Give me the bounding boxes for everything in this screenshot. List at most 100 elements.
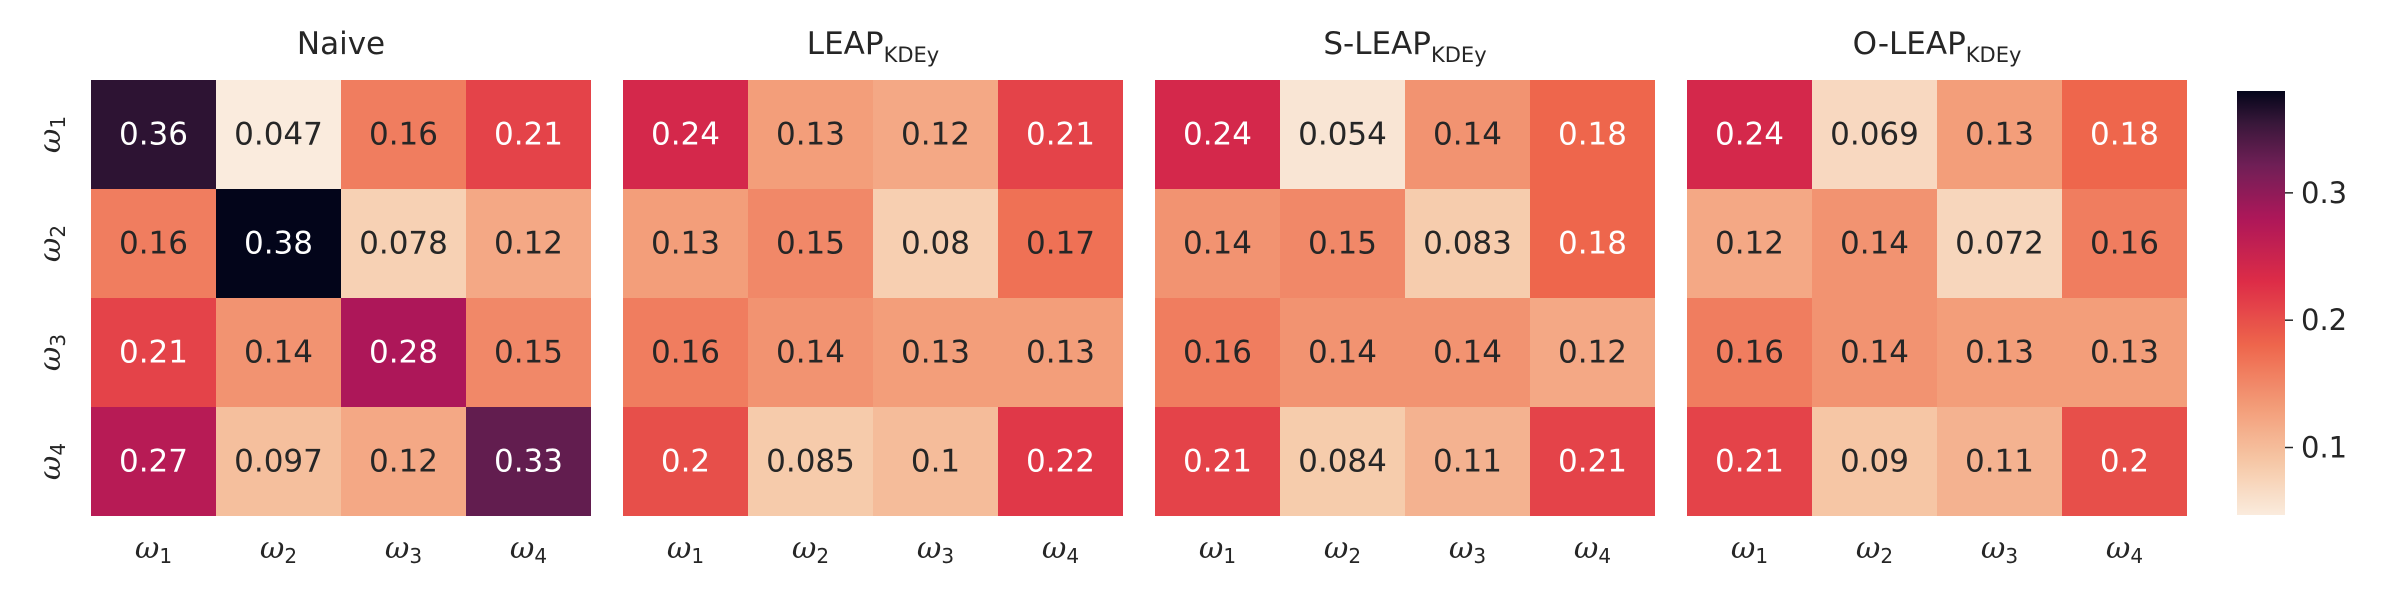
heatmap-cell — [1937, 189, 2062, 298]
heatmap-cell — [623, 298, 748, 407]
svg-text:ω3: ω3 — [385, 531, 422, 569]
heatmap-cell — [1530, 407, 1655, 516]
svg-text:ω4: ω4 — [2106, 531, 2143, 569]
cell-value-label: 0.14 — [1433, 335, 1502, 371]
y-tick-label: ω3 — [33, 334, 71, 371]
svg-text:ω3: ω3 — [1981, 531, 2018, 569]
svg-text:ω1: ω1 — [1199, 531, 1236, 569]
heatmap-cell — [748, 407, 873, 516]
cell-value-label: 0.24 — [1715, 117, 1784, 153]
heatmap-cell — [1155, 80, 1280, 189]
heatmap-cell — [1280, 80, 1405, 189]
svg-text:ω4: ω4 — [33, 443, 71, 480]
heatmap-panel-3: S-LEAPKDEy 0.24 0.054 0.14 0.18 0.14 0.15 0.083… — [1155, 26, 1655, 516]
svg-text:ω2: ω2 — [1856, 531, 1893, 569]
heatmap-cell — [873, 298, 998, 407]
colorbar-tick-label: 0.3 — [2301, 176, 2347, 210]
cell-value-label: 0.27 — [119, 444, 188, 480]
heatmap-cell — [873, 407, 998, 516]
heatmap-cell — [748, 298, 873, 407]
svg-text:ω1: ω1 — [1731, 531, 1768, 569]
svg-text:ω2: ω2 — [792, 531, 829, 569]
cell-value-label: 0.24 — [1183, 117, 1252, 153]
heatmap-cell — [2062, 80, 2187, 189]
cell-value-label: 0.17 — [1026, 226, 1095, 262]
x-tick-label: ω4 — [1574, 531, 1611, 569]
heatmap-cell — [91, 407, 216, 516]
heatmap-cell — [623, 407, 748, 516]
cell-value-label: 0.18 — [1558, 226, 1627, 262]
heatmap-cell — [1687, 189, 1812, 298]
cell-value-label: 0.047 — [234, 117, 323, 153]
svg-text:ω3: ω3 — [1449, 531, 1486, 569]
cell-value-label: 0.083 — [1423, 226, 1512, 262]
cell-value-label: 0.33 — [494, 444, 563, 480]
heatmap-cell — [1937, 298, 2062, 407]
cell-value-label: 0.16 — [119, 226, 188, 262]
heatmap-cell — [1155, 189, 1280, 298]
cell-value-label: 0.2 — [661, 444, 710, 480]
x-tick-label: ω3 — [1449, 531, 1486, 569]
cell-value-label: 0.08 — [901, 226, 970, 262]
heatmap-cell — [1937, 80, 2062, 189]
heatmap-cell — [2062, 298, 2187, 407]
cell-value-label: 0.21 — [1026, 117, 1095, 153]
x-tick-label: ω4 — [1042, 531, 1079, 569]
heatmap-cell — [1687, 80, 1812, 189]
heatmap-cell — [341, 298, 466, 407]
cell-value-label: 0.16 — [1183, 335, 1252, 371]
svg-text:ω4: ω4 — [1042, 531, 1079, 569]
colorbar-tick-label: 0.2 — [2301, 303, 2347, 337]
heatmap-cell — [1280, 298, 1405, 407]
heatmap-cell — [341, 407, 466, 516]
cell-value-label: 0.12 — [901, 117, 970, 153]
heatmap-cell — [216, 407, 341, 516]
panel-title: O-LEAPKDEy — [1853, 26, 2022, 67]
heatmap-cell — [341, 80, 466, 189]
svg-text:ω2: ω2 — [1324, 531, 1361, 569]
cell-value-label: 0.14 — [1433, 117, 1502, 153]
heatmap-panel-4: O-LEAPKDEy 0.24 0.069 0.13 0.18 0.12 0.14 0.072… — [1687, 26, 2187, 516]
cell-value-label: 0.21 — [1715, 444, 1784, 480]
heatmap-cell — [1405, 298, 1530, 407]
cell-value-label: 0.14 — [1183, 226, 1252, 262]
cell-value-label: 0.38 — [244, 226, 313, 262]
cell-value-label: 0.36 — [119, 117, 188, 153]
cell-value-label: 0.15 — [776, 226, 845, 262]
heatmap-cell — [91, 298, 216, 407]
heatmap-cell — [1812, 298, 1937, 407]
svg-text:ω4: ω4 — [1574, 531, 1611, 569]
heatmap-cell — [466, 407, 591, 516]
heatmap-cell — [873, 189, 998, 298]
cell-value-label: 0.12 — [1715, 226, 1784, 262]
cell-value-label: 0.097 — [234, 444, 323, 480]
heatmap-cell — [216, 298, 341, 407]
heatmap-cell — [1530, 80, 1655, 189]
cell-value-label: 0.16 — [2090, 226, 2159, 262]
cell-value-label: 0.16 — [369, 117, 438, 153]
heatmap-cell — [873, 80, 998, 189]
cell-value-label: 0.16 — [1715, 335, 1784, 371]
heatmap-panel-2: LEAPKDEy 0.24 0.13 0.12 0.21 0.13 0.15 0.08 0.17… — [623, 26, 1123, 516]
cell-value-label: 0.14 — [1308, 335, 1377, 371]
cell-value-label: 0.24 — [651, 117, 720, 153]
cell-value-label: 0.13 — [776, 117, 845, 153]
x-tick-label: ω1 — [135, 531, 172, 569]
y-tick-label: ω4 — [33, 443, 71, 480]
cell-value-label: 0.21 — [119, 335, 188, 371]
cell-value-label: 0.21 — [1558, 444, 1627, 480]
heatmap-cell — [748, 189, 873, 298]
cell-value-label: 0.085 — [766, 444, 855, 480]
heatmap-cell — [1280, 189, 1405, 298]
colorbar-tick-label: 0.1 — [2301, 431, 2347, 465]
cell-value-label: 0.21 — [1183, 444, 1252, 480]
cell-value-label: 0.14 — [776, 335, 845, 371]
x-tick-label: ω4 — [510, 531, 547, 569]
heatmap-cell — [1155, 298, 1280, 407]
heatmap-cell — [1405, 407, 1530, 516]
heatmap-cell — [216, 189, 341, 298]
heatmap-cell — [1405, 189, 1530, 298]
heatmap-cell — [341, 189, 466, 298]
heatmap-cell — [998, 407, 1123, 516]
